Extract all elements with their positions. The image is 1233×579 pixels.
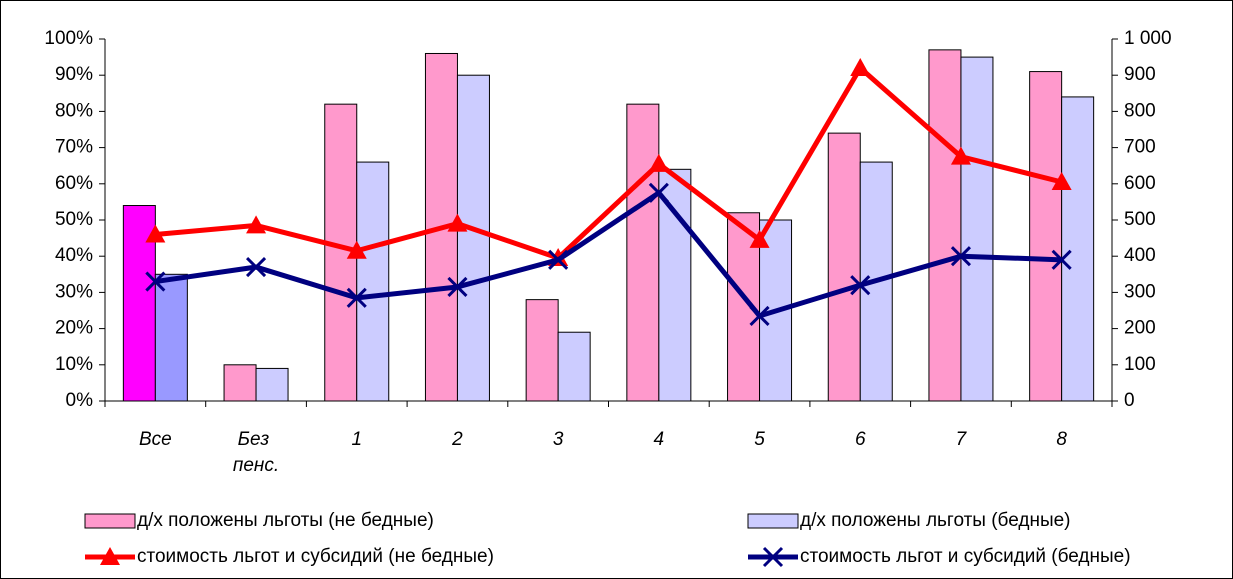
y-tick-label: 60% [55,173,93,194]
bar [356,161,390,402]
y2-tick-label: 500 [1124,209,1156,230]
x-tick-label: 5 [754,429,765,450]
x-tick-label: Все [139,429,172,450]
x-tick-label: 3 [553,429,564,450]
legend-label: стоимость льгот и субсидий (не бедные) [137,546,494,567]
bar [658,168,692,402]
y-tick-label: 70% [55,137,93,158]
legend-label: д/х положены льготы (не бедные) [137,510,434,531]
marker-triangle [749,229,770,248]
bar [456,74,490,402]
bar [154,273,188,402]
y-tick-label: 90% [55,64,93,85]
y-tick-label: 30% [55,281,93,302]
y-tick-label: 50% [55,209,93,230]
bar [1029,71,1063,402]
bar [223,364,257,402]
marker-triangle [950,146,971,165]
marker-x [762,546,784,568]
x-tick-label: Без пенс. [233,429,279,476]
marker-triangle [246,215,267,234]
y2-tick-label: 400 [1124,245,1156,266]
bar [557,331,591,402]
y-tick-label: 40% [55,245,93,266]
bar [626,103,660,402]
legend-swatch [84,513,136,529]
marker-x [648,182,669,203]
marker-triangle [648,153,669,172]
bar [525,299,559,402]
y2-tick-label: 700 [1124,137,1156,158]
y2-tick-label: 600 [1124,173,1156,194]
marker-x [346,287,367,308]
x-tick-label: 6 [855,429,866,450]
line [155,65,1063,261]
marker-x [850,275,871,296]
legend-swatch [747,513,799,529]
bar [827,132,861,402]
bar [1061,96,1095,402]
y-tick-label: 20% [55,318,93,339]
marker-x [447,276,468,298]
legend-label: стоимость льгот и субсидий (бедные) [800,546,1131,567]
marker-triangle [850,57,871,76]
marker-x [548,249,569,270]
x-tick-label: 8 [1056,429,1067,450]
legend-label: д/х положены льготы (бедные) [800,510,1071,531]
y2-tick-label: 900 [1124,64,1156,85]
x-tick-label: 2 [451,429,463,450]
marker-triangle [346,240,367,259]
marker-triangle [1051,171,1072,190]
y2-tick-label: 100 [1124,354,1156,375]
y-tick-label: 100% [44,28,93,49]
x-tick-label: 1 [351,429,362,450]
y2-tick-label: 1 000 [1124,28,1172,49]
y2-tick-label: 0 [1124,390,1135,411]
bar [255,367,289,402]
y2-tick-label: 300 [1124,281,1156,302]
bar [960,56,994,402]
y2-tick-label: 200 [1124,318,1156,339]
marker-x [245,256,267,278]
marker-triangle [447,213,468,232]
y-tick-label: 0% [66,390,94,411]
marker-x [1051,249,1072,270]
marker-triangle [145,224,166,243]
marker-x [145,271,166,292]
marker-x [950,246,972,267]
line [154,190,1062,319]
marker-x [749,305,770,326]
y-tick-label: 10% [55,354,93,375]
bar [928,49,962,402]
x-tick-label: 4 [654,429,665,450]
y-tick-label: 80% [55,100,93,121]
x-tick-label: 7 [956,429,968,450]
y2-tick-label: 800 [1124,100,1156,121]
marker-triangle [100,547,120,565]
